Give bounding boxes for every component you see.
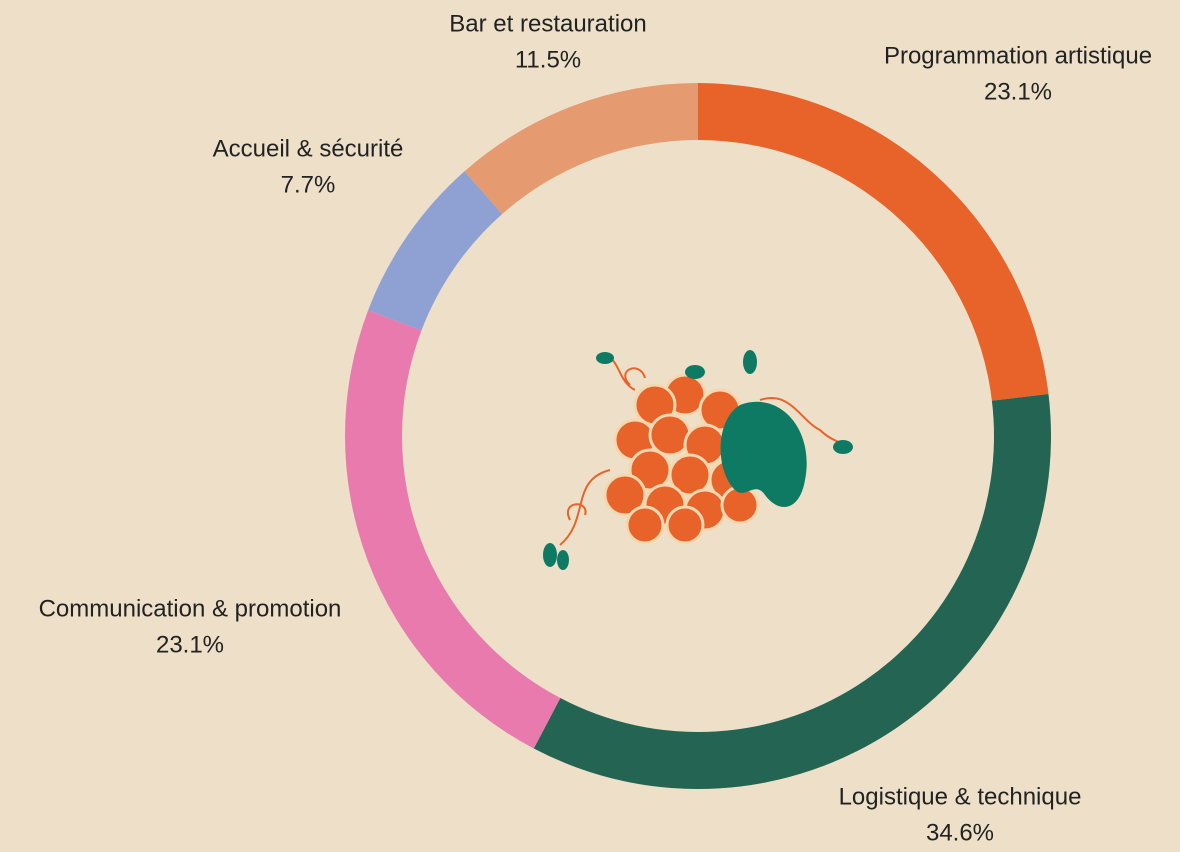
segment-label: Logistique & technique — [839, 783, 1082, 810]
chart: Programmation artistique 23.1% Logistique … — [0, 0, 1180, 847]
segment-label: Bar et restauration — [449, 10, 646, 37]
grape-illustration — [543, 350, 853, 570]
segment-value-label: 23.1% — [984, 78, 1052, 105]
segment-value-label: 34.6% — [926, 819, 994, 846]
segment-label: Communication & promotion — [39, 595, 342, 622]
page: {"chart_data": {"type": "donut", "catego… — [0, 0, 1180, 847]
donut-segment — [345, 310, 560, 748]
segment-value-label: 7.7% — [281, 171, 336, 198]
segment-label: Programmation artistique — [884, 42, 1152, 69]
segment-value-label: 23.1% — [156, 631, 224, 658]
donut-segment — [368, 171, 502, 330]
segment-value-label: 11.5% — [515, 46, 581, 73]
segment-label: Accueil & sécurité — [213, 135, 404, 162]
donut-segment — [465, 83, 698, 214]
